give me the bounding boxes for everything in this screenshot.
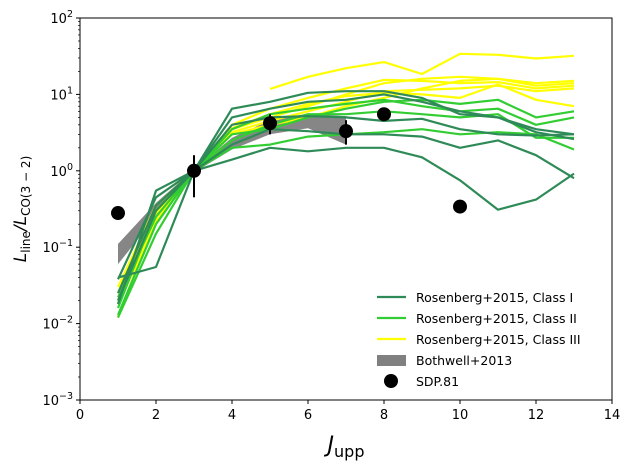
y-tick-label: 100 — [50, 162, 73, 180]
series-lines-layer — [116, 52, 575, 319]
y-tick-label: 101 — [50, 85, 73, 103]
y-tick-label: 10−3 — [42, 391, 73, 409]
x-tick-label: 8 — [380, 408, 388, 423]
legend-label-class3: Rosenberg+2015, Class III — [416, 332, 581, 347]
y-tick-label: 10−1 — [42, 238, 73, 256]
sdp81-point — [263, 116, 277, 131]
legend: Rosenberg+2015, Class I Rosenberg+2015, C… — [377, 290, 581, 389]
sdp81-point — [377, 107, 391, 122]
series-line-class-i-b — [117, 146, 575, 279]
y-tick-label: 102 — [50, 9, 73, 27]
legend-label-bothwell: Bothwell+2013 — [416, 353, 512, 368]
series-line-class-iii-a — [269, 52, 575, 90]
y-axis-label: Lline/LCO(3 − 2) — [11, 156, 33, 262]
x-tick-label: 2 — [152, 408, 160, 423]
sdp81-point — [453, 199, 467, 214]
x-tick-label: 10 — [452, 408, 469, 423]
x-axis: 0 2 4 6 8 10 12 14 — [76, 400, 620, 423]
y-axis: 10−3 10−2 10−1 100 101 102 — [42, 9, 80, 409]
x-tick-label: 4 — [228, 408, 236, 423]
legend-swatch-bothwell — [377, 355, 406, 366]
x-tick-label: 14 — [604, 408, 621, 423]
x-tick-label: 6 — [304, 408, 312, 423]
sdp81-point — [187, 163, 201, 178]
x-tick-label: 0 — [76, 408, 84, 423]
legend-label-class2: Rosenberg+2015, Class II — [416, 311, 577, 326]
sdp81-point — [111, 206, 125, 221]
y-tick-label: 10−2 — [42, 315, 73, 333]
sdp81-point — [339, 124, 353, 139]
legend-label-class1: Rosenberg+2015, Class I — [416, 290, 573, 305]
x-axis-label: Jupp — [324, 433, 365, 461]
plot-frame — [79, 17, 613, 401]
legend-swatch-sdp — [384, 374, 398, 388]
x-tick-label: 12 — [528, 408, 545, 423]
sdp81-points-layer — [111, 107, 467, 221]
legend-label-sdp: SDP.81 — [416, 374, 459, 389]
series-line-class-i-c — [116, 128, 575, 302]
